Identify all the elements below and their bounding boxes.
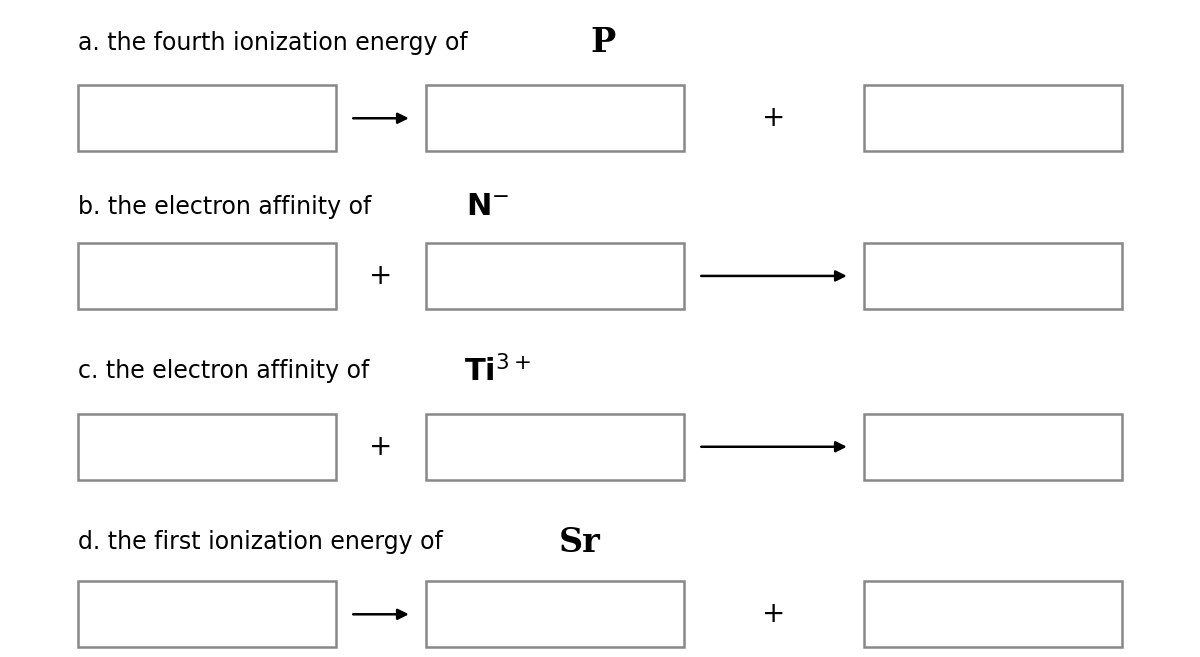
Bar bbox=[78, 85, 336, 151]
Text: Sr: Sr bbox=[558, 526, 600, 558]
Text: $\mathbf{N}^{-}$: $\mathbf{N}^{-}$ bbox=[467, 193, 510, 221]
Bar bbox=[864, 243, 1122, 309]
Text: d. the first ionization energy of: d. the first ionization energy of bbox=[78, 530, 450, 554]
Bar bbox=[78, 243, 336, 309]
Text: +: + bbox=[762, 104, 786, 132]
Bar bbox=[78, 414, 336, 480]
Bar bbox=[426, 581, 684, 647]
Bar bbox=[78, 581, 336, 647]
Text: a. the fourth ionization energy of: a. the fourth ionization energy of bbox=[78, 31, 475, 55]
Text: c. the electron affinity of: c. the electron affinity of bbox=[78, 359, 377, 383]
Bar bbox=[864, 414, 1122, 480]
Text: P: P bbox=[590, 26, 616, 59]
Text: +: + bbox=[370, 262, 392, 290]
Bar bbox=[426, 85, 684, 151]
Bar bbox=[426, 243, 684, 309]
Text: +: + bbox=[762, 600, 786, 628]
Bar bbox=[426, 414, 684, 480]
Text: $\mathbf{Ti}^{3+}$: $\mathbf{Ti}^{3+}$ bbox=[463, 355, 530, 388]
Text: +: + bbox=[370, 433, 392, 461]
Text: b. the electron affinity of: b. the electron affinity of bbox=[78, 195, 379, 219]
Bar bbox=[864, 85, 1122, 151]
Bar bbox=[864, 581, 1122, 647]
